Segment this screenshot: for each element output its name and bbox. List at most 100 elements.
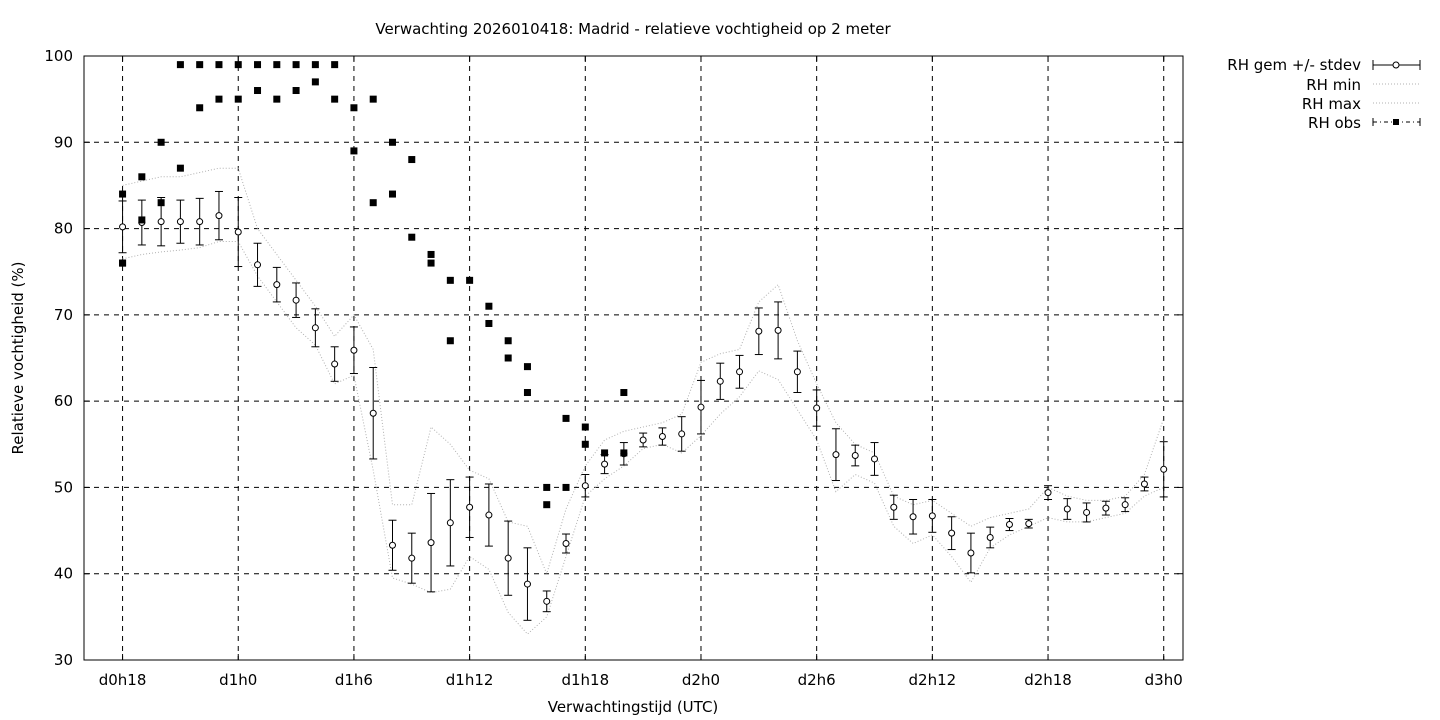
- mean-point: [542, 590, 551, 613]
- obs-point: [466, 276, 474, 284]
- mean-marker: [273, 281, 281, 289]
- legend-label-mean: RH gem +/- stdev: [1227, 56, 1361, 74]
- mean-marker: [234, 228, 242, 236]
- mean-point: [1005, 517, 1014, 532]
- mean-point: [1024, 518, 1033, 529]
- plot-frame: [83, 55, 1184, 661]
- obs-point: [408, 233, 416, 241]
- obs-point: [427, 259, 435, 267]
- legend: RH gem +/- stdev RH min RH max RH obs: [1227, 56, 1421, 132]
- mean-marker: [813, 404, 821, 412]
- rh-max-line: [122, 167, 1165, 576]
- mean-marker: [716, 377, 724, 385]
- mean-point: [1121, 497, 1130, 513]
- mean-point: [735, 354, 744, 389]
- obs-point: [581, 440, 589, 448]
- obs-point: [446, 337, 454, 345]
- mean-point: [909, 499, 918, 535]
- mean-marker: [832, 451, 840, 459]
- mean-marker: [601, 460, 609, 468]
- obs-point: [369, 199, 377, 207]
- mean-marker: [311, 324, 319, 332]
- mean-point: [1063, 498, 1072, 520]
- obs-point: [119, 259, 127, 267]
- mean-marker: [119, 223, 127, 231]
- x-tick-label: d2h12: [909, 671, 957, 689]
- obs-point: [292, 61, 300, 69]
- obs-point: [485, 302, 493, 310]
- obs-point: [504, 337, 512, 345]
- mean-point: [986, 526, 995, 549]
- obs-point: [311, 78, 319, 86]
- mean-marker: [1025, 520, 1033, 528]
- obs-point: [331, 95, 339, 103]
- obs-point: [388, 138, 396, 146]
- mean-marker: [196, 218, 204, 226]
- legend-swatch-obs: [1372, 118, 1421, 126]
- y-tick-label: 90: [54, 133, 73, 151]
- mean-marker: [350, 346, 358, 354]
- mean-marker: [1063, 505, 1071, 513]
- y-tick-label: 100: [44, 47, 73, 65]
- mean-point: [504, 520, 513, 596]
- x-tick-label: d1h12: [446, 671, 494, 689]
- mean-marker: [369, 409, 377, 417]
- mean-point: [465, 476, 474, 538]
- mean-marker: [466, 503, 474, 511]
- mean-marker: [1083, 508, 1091, 516]
- mean-point: [446, 479, 455, 567]
- obs-point: [254, 61, 262, 69]
- mean-marker: [176, 218, 184, 226]
- axis-ticks: 30 40 50 60 70 80 90 100 d0h18 d1h0 d1h6 d1h12 d1h18…: [44, 47, 1183, 689]
- x-tick-label: d2h6: [798, 671, 836, 689]
- obs-point: [350, 147, 358, 155]
- obs-point: [601, 449, 609, 457]
- mean-series: [118, 190, 1168, 621]
- obs-point: [427, 250, 435, 258]
- obs-point: [523, 363, 531, 371]
- mean-point: [793, 350, 802, 394]
- obs-point: [485, 319, 493, 327]
- legend-label-max: RH max: [1302, 95, 1361, 113]
- obs-point: [331, 61, 339, 69]
- mean-point: [330, 346, 339, 382]
- mean-marker: [890, 503, 898, 511]
- mean-point: [1082, 502, 1091, 523]
- obs-point: [311, 61, 319, 69]
- mean-marker: [871, 455, 879, 463]
- obs-point: [504, 354, 512, 362]
- mean-marker: [504, 554, 512, 562]
- legend-label-min: RH min: [1306, 76, 1361, 94]
- mean-point: [369, 366, 378, 460]
- mean-marker: [774, 326, 782, 334]
- mean-point: [1140, 476, 1149, 492]
- obs-point: [119, 190, 127, 198]
- mean-marker: [157, 218, 165, 226]
- mean-point: [427, 492, 436, 593]
- mean-point: [349, 326, 358, 375]
- mean-marker: [1044, 489, 1052, 497]
- mean-marker: [967, 549, 975, 557]
- mean-point: [484, 483, 493, 547]
- y-tick-label: 60: [54, 392, 73, 410]
- obs-point: [562, 414, 570, 422]
- mean-marker: [254, 261, 262, 269]
- obs-point: [138, 173, 146, 181]
- mean-marker: [948, 529, 956, 537]
- obs-point: [350, 104, 358, 112]
- x-tick-label: d3h0: [1145, 671, 1183, 689]
- obs-point: [446, 276, 454, 284]
- mean-marker: [928, 512, 936, 520]
- obs-point: [562, 483, 570, 491]
- mean-point: [754, 307, 763, 356]
- mean-point: [600, 454, 609, 475]
- mean-point: [195, 197, 204, 246]
- mean-point: [562, 533, 571, 554]
- mean-point: [176, 199, 185, 244]
- mean-point: [831, 428, 840, 482]
- mean-point: [716, 362, 725, 400]
- mean-point: [272, 266, 281, 303]
- obs-point: [234, 61, 242, 69]
- mean-marker: [581, 482, 589, 490]
- mean-marker: [755, 327, 763, 335]
